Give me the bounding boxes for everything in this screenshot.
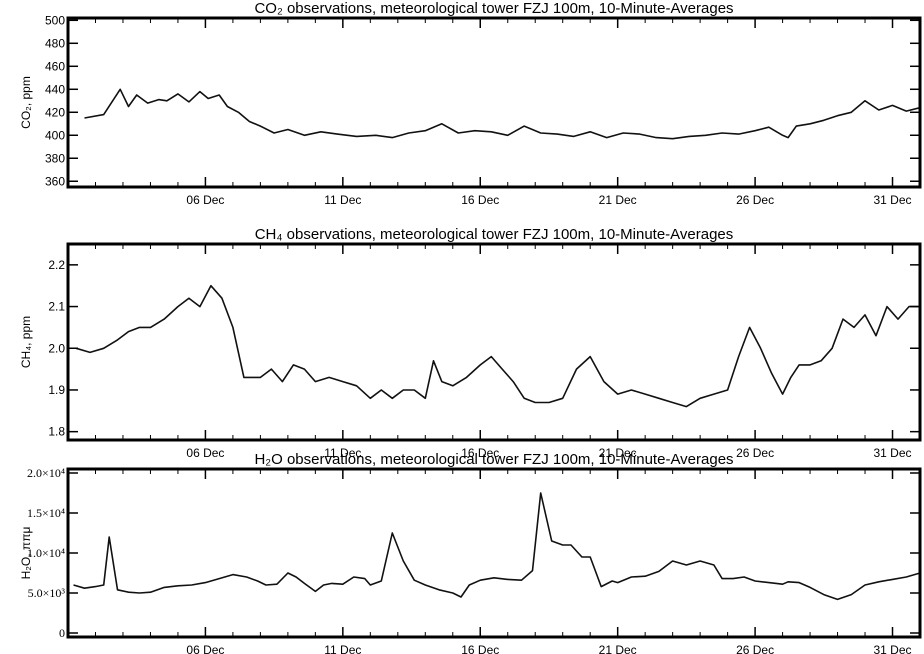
x-tick-label: 26 Dec: [736, 193, 774, 207]
data-series-line: [84, 88, 921, 140]
chart-panel-2: CH₄ observations, meteorological tower F…: [19, 226, 922, 460]
x-tick-label: 21 Dec: [599, 643, 637, 654]
y-tick-label: 500: [45, 13, 65, 27]
x-tick-label: 06 Dec: [186, 446, 224, 460]
y-tick-label: 420: [45, 105, 65, 119]
chart-panel-1: CO₂ observations, meteorological tower F…: [19, 0, 922, 207]
x-tick-label: 11 Dec: [324, 643, 361, 654]
x-tick-label: 16 Dec: [461, 446, 499, 460]
y-tick-label: 440: [45, 82, 65, 96]
y-tick-label: 2.2: [48, 258, 65, 272]
y-tick-label: 1.5×10⁴: [27, 506, 65, 520]
y-axis-label: CO₂, ppm: [19, 76, 33, 129]
x-tick-label: 31 Dec: [874, 643, 912, 654]
y-tick-label: 1.9: [48, 383, 65, 397]
y-tick-label: 460: [45, 59, 65, 73]
y-tick-label: 1.0×10⁴: [27, 546, 65, 560]
chart-title: CO₂ observations, meteorological tower F…: [254, 0, 733, 17]
y-tick-label: 2.0: [48, 341, 65, 355]
y-tick-label: 2.1: [48, 300, 65, 314]
plot-frame: [66, 467, 922, 639]
y-axis-label: CH₄, ppm: [19, 316, 33, 368]
chart-title: CH₄ observations, meteorological tower F…: [255, 226, 734, 243]
y-axis-label: H₂O, ππμ: [19, 527, 33, 580]
x-tick-label: 06 Dec: [186, 193, 224, 207]
x-tick-label: 31 Dec: [874, 446, 912, 460]
y-tick-label: 0: [59, 626, 65, 640]
x-tick-label: 16 Dec: [461, 643, 499, 654]
y-tick-label: 480: [45, 36, 65, 50]
y-tick-label: 2.0×10⁴: [27, 466, 65, 480]
data-series-line: [73, 492, 921, 601]
x-tick-label: 16 Dec: [461, 193, 499, 207]
y-tick-label: 360: [45, 174, 65, 188]
x-tick-label: 26 Dec: [736, 446, 774, 460]
x-tick-label: 26 Dec: [736, 643, 774, 654]
y-tick-label: 1.8: [48, 425, 65, 439]
x-tick-label: 21 Dec: [599, 446, 637, 460]
chart-title: H₂O observations, meteorological tower F…: [254, 451, 733, 468]
y-tick-label: 5.0×10³: [28, 586, 66, 600]
x-tick-label: 31 Dec: [874, 193, 912, 207]
x-tick-label: 11 Dec: [324, 446, 361, 460]
plot-frame: [66, 16, 922, 189]
y-tick-label: 380: [45, 151, 65, 165]
plot-frame: [66, 242, 922, 442]
chart-panel-3: H₂O observations, meteorological tower F…: [19, 451, 922, 654]
data-series-line: [75, 284, 920, 408]
x-tick-label: 21 Dec: [599, 193, 637, 207]
y-tick-label: 400: [45, 128, 65, 142]
x-tick-label: 06 Dec: [186, 643, 224, 654]
x-tick-label: 11 Dec: [324, 193, 361, 207]
